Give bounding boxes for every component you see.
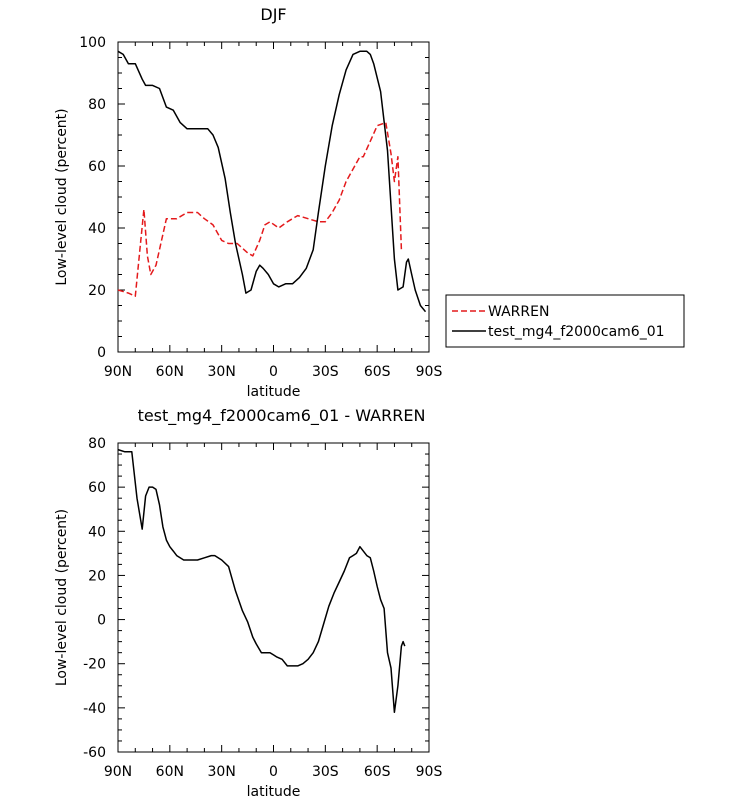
y-tick-label: 80 <box>88 436 106 452</box>
x-tick-label: 90N <box>104 364 132 380</box>
y-tick-label: 40 <box>88 221 106 237</box>
legend-label-2: test_mg4_f2000cam6_01 <box>488 324 665 340</box>
x-tick-label: 60N <box>156 364 184 380</box>
y-tick-label: 20 <box>88 568 106 584</box>
y-axis-label: Low-level cloud (percent) <box>54 509 70 686</box>
y-tick-label: 100 <box>79 35 106 51</box>
legend-label-1: WARREN <box>488 304 549 320</box>
y-axis-label: Low-level cloud (percent) <box>54 108 70 285</box>
chart-panel-2: test_mg4_f2000cam6_01 - WARREN 90N 60N 30N 0… <box>54 406 442 800</box>
x-tick-label: 60S <box>364 364 391 380</box>
x-tick-label: 0 <box>269 364 278 380</box>
y-tick-label: 80 <box>88 97 106 113</box>
x-tick-label: 60N <box>156 764 184 780</box>
series-line-1 <box>117 121 403 297</box>
y-tick-label: 60 <box>88 480 106 496</box>
x-tick-label: 90S <box>416 364 443 380</box>
plot-frame <box>117 442 430 753</box>
x-tick-label: 90S <box>416 764 443 780</box>
y-tick-label: 60 <box>88 159 106 175</box>
series-line-2 <box>117 50 427 313</box>
plot-frame <box>117 41 430 353</box>
x-axis-label: latitude <box>247 384 301 400</box>
series-line-1 <box>117 448 406 714</box>
legend-box <box>445 294 685 348</box>
y-tick-label: -60 <box>83 745 106 761</box>
y-tick-label: 20 <box>88 283 106 299</box>
y-tick-label: -20 <box>83 657 106 673</box>
legend: WARREN test_mg4_f2000cam6_01 <box>445 294 685 348</box>
y-tick-label: 40 <box>88 524 106 540</box>
y-tick-label: 0 <box>97 613 106 629</box>
chart-panel-1: DJF 90N 60N 30N 0 30S 60S 90S latitude 0 20 40 60 80 1… <box>54 5 442 400</box>
x-tick-label: 0 <box>269 764 278 780</box>
chart-title: DJF <box>260 5 286 24</box>
x-axis-label: latitude <box>247 784 301 800</box>
y-tick-label: -40 <box>83 701 106 717</box>
x-tick-label: 30N <box>208 364 236 380</box>
x-tick-label: 30S <box>312 764 339 780</box>
chart-title: test_mg4_f2000cam6_01 - WARREN <box>138 406 426 426</box>
x-tick-label: 90N <box>104 764 132 780</box>
y-tick-label: 0 <box>97 345 106 361</box>
x-tick-label: 30N <box>208 764 236 780</box>
x-tick-label: 60S <box>364 764 391 780</box>
x-tick-label: 30S <box>312 364 339 380</box>
